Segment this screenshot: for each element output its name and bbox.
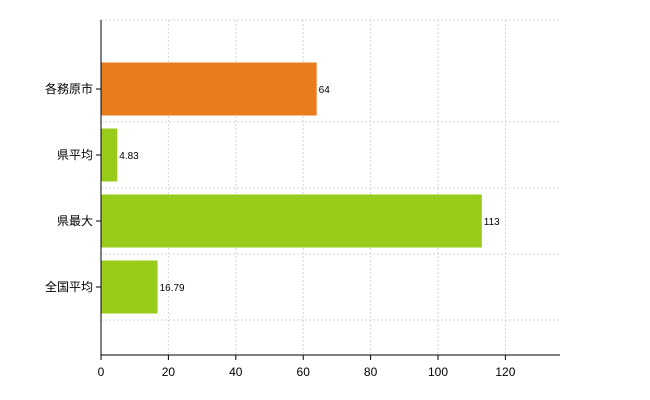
x-tick-label: 20 [162, 365, 176, 379]
x-tick-label: 120 [495, 365, 515, 379]
bar [101, 260, 158, 314]
axes [100, 20, 560, 356]
grid [101, 19, 560, 355]
category-label: 各務原市 [45, 81, 93, 96]
bars [101, 62, 482, 314]
bar-value-label: 16.79 [160, 283, 185, 294]
category-label: 県最大 [57, 214, 93, 228]
x-tick-label: 100 [428, 365, 448, 379]
x-tick-label: 80 [364, 365, 378, 379]
bar [101, 62, 317, 116]
bar-value-label: 113 [484, 217, 500, 228]
x-tick-label: 40 [229, 365, 243, 379]
x-tick-label: 0 [98, 365, 105, 379]
category-label: 県平均 [57, 148, 93, 162]
bar [101, 194, 482, 248]
bar [101, 128, 118, 182]
bar-value-label: 4.83 [119, 151, 139, 162]
labels: 0 20 40 60 80 100 120 各務原市 64 県平均 4.83 県最大 113 全国平均 16… [45, 81, 516, 379]
category-label: 全国平均 [45, 279, 93, 294]
bar-value-label: 64 [319, 85, 331, 96]
x-tick-label: 60 [297, 365, 311, 379]
